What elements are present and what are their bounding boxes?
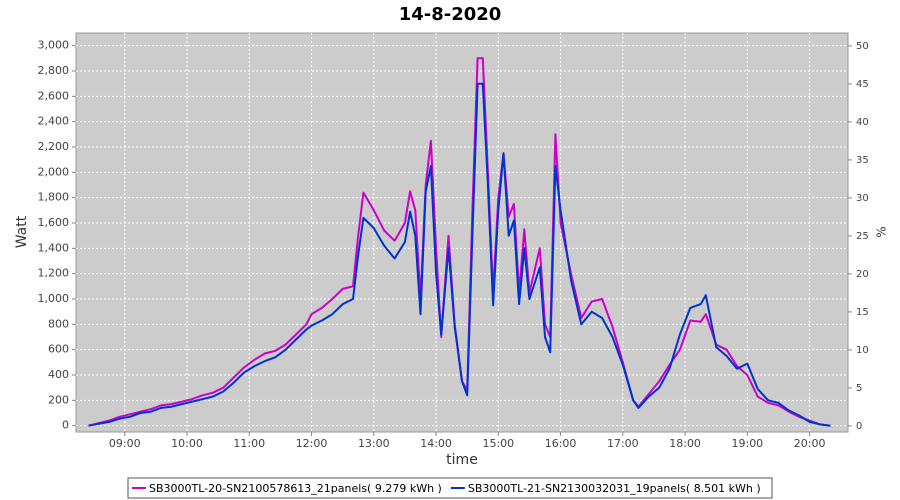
y2-tick-label: 45 [856,79,869,90]
legend-label: SB3000TL-20-SN2100578613_21panels( 9.279… [149,482,442,495]
y-tick-label: 0 [62,419,69,432]
y-axis-label: Watt [14,215,30,248]
y2-tick-label: 20 [856,269,869,280]
y-tick-label: 1,200 [38,267,70,280]
y-tick-label: 2,200 [38,140,70,153]
y-tick-label: 200 [48,393,69,406]
y2-tick-label: 5 [856,383,862,394]
y-tick-label: 1,000 [38,292,70,305]
x-tick-label: 18:00 [669,437,701,450]
x-tick-label: 20:00 [794,437,826,450]
x-tick-label: 12:00 [296,437,328,450]
y-tick-label: 600 [48,343,69,356]
series-line [88,82,831,427]
y-tick-label: 2,000 [38,165,70,178]
x-tick-label: 11:00 [233,437,265,450]
y2-tick-label: 0 [856,421,862,432]
y-tick-label: 1,600 [38,216,70,229]
x-tick-label: 09:00 [109,437,141,450]
y2-tick-label: 15 [856,307,869,318]
legend-label: SB3000TL-21-SN2130032031_19panels( 8.501… [468,482,761,495]
y-tick-label: 3,000 [38,39,70,52]
y-tick-label: 1,400 [38,241,70,254]
y-tick-label: 2,800 [38,64,70,77]
y2-tick-label: 35 [856,155,869,166]
x-tick-label: 13:00 [358,437,390,450]
y2-tick-label: 30 [856,193,869,204]
y2-tick-label: 50 [856,41,869,52]
x-tick-label: 15:00 [482,437,514,450]
y2-tick-label: 10 [856,345,869,356]
legend [127,477,773,499]
y-tick-label: 2,400 [38,115,70,128]
y2-tick-label: 40 [856,117,869,128]
y-tick-label: 800 [48,317,69,330]
x-tick-label: 14:00 [420,437,452,450]
plot-area [75,32,849,433]
chart-title: 14-8-2020 [399,4,502,25]
x-tick-label: 19:00 [731,437,763,450]
y2-axis-label: % [875,226,889,237]
y-tick-label: 400 [48,368,69,381]
x-tick-label: 10:00 [171,437,203,450]
y2-tick-label: 25 [856,231,869,242]
x-tick-label: 17:00 [607,437,639,450]
y-tick-label: 2,600 [38,89,70,102]
x-tick-label: 16:00 [545,437,577,450]
x-axis-label: time [446,452,478,468]
y-tick-label: 1,800 [38,191,70,204]
